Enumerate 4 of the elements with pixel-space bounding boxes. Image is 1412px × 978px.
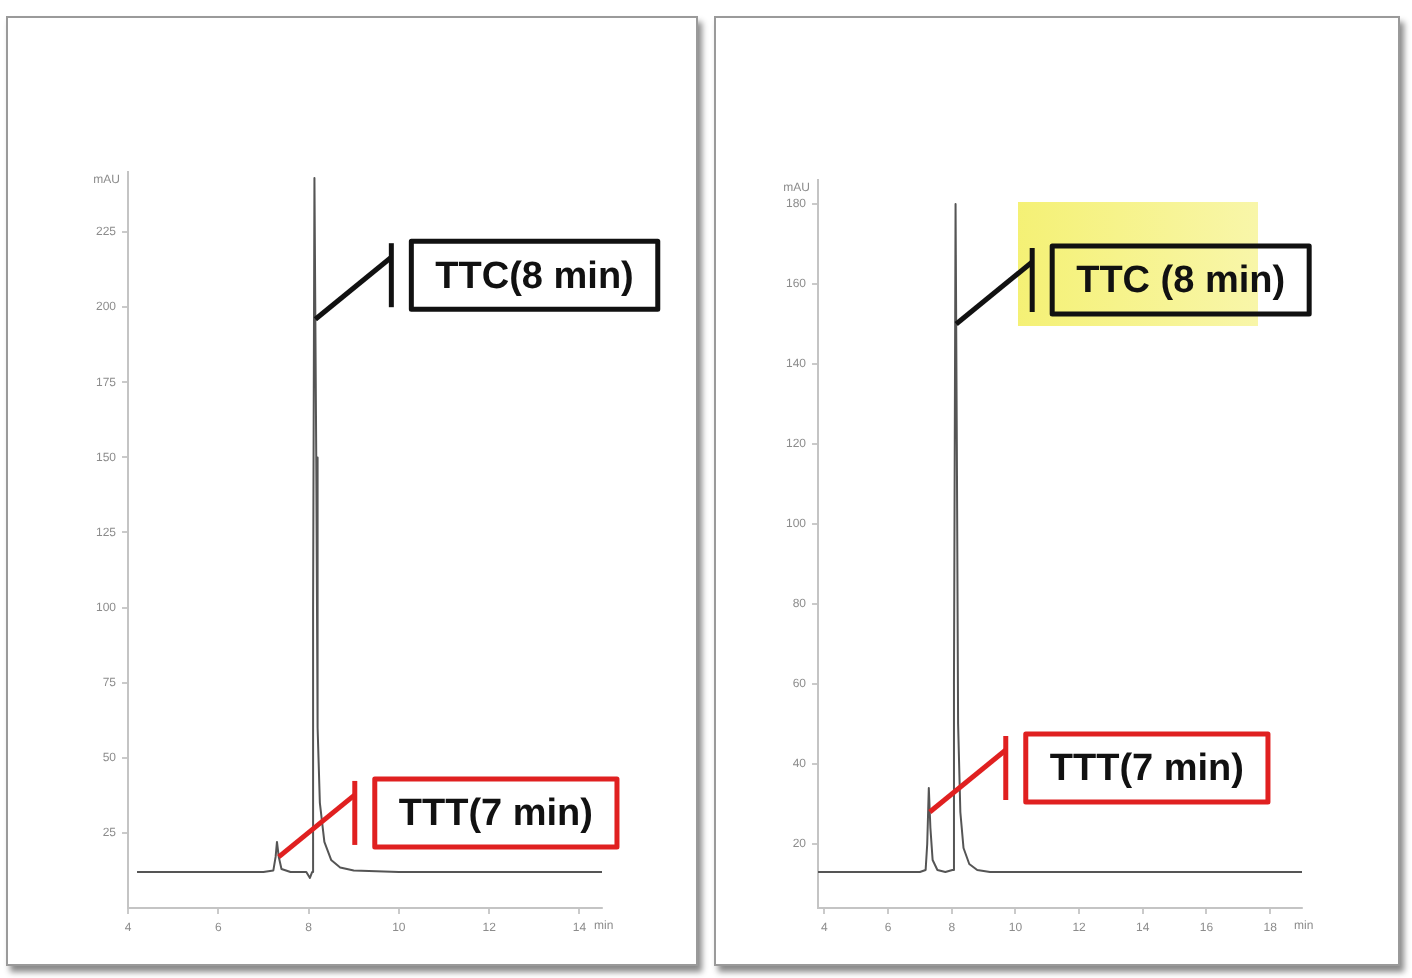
annotation: TTT(7 min): [1049, 748, 1244, 791]
annotation: TTC (8 min): [1076, 260, 1286, 303]
annotation: TTT(7 min): [398, 793, 593, 836]
annotation: TTC(8 min): [435, 255, 634, 298]
